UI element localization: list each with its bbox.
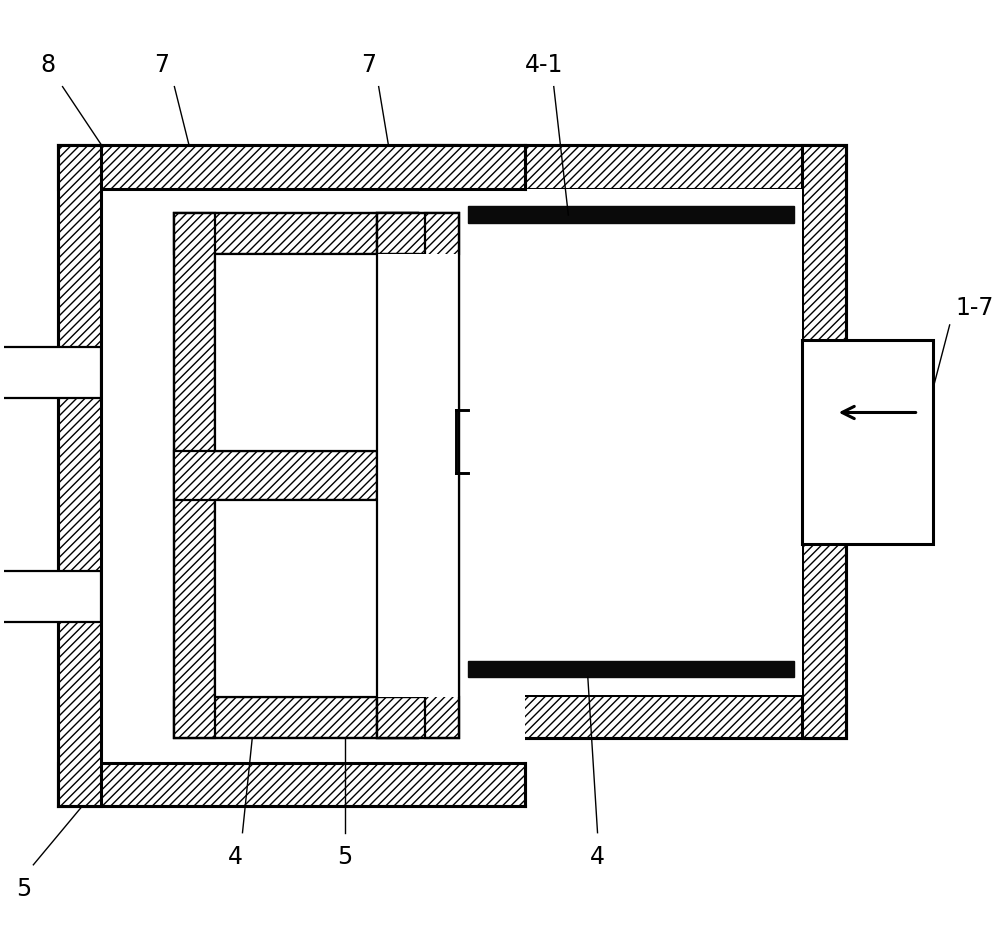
- Bar: [58, 145, 525, 189]
- Text: 8: 8: [40, 53, 56, 77]
- Bar: [174, 213, 418, 254]
- Bar: [802, 340, 933, 544]
- Bar: [413, 145, 846, 738]
- Bar: [0, 571, 101, 622]
- Text: 4-1: 4-1: [525, 53, 563, 77]
- Text: 1-7: 1-7: [955, 296, 994, 320]
- Bar: [377, 254, 459, 697]
- Text: 4: 4: [590, 845, 605, 870]
- Bar: [174, 213, 418, 738]
- Bar: [468, 207, 794, 223]
- Bar: [377, 213, 418, 738]
- Bar: [0, 347, 101, 398]
- Bar: [215, 500, 418, 697]
- Bar: [58, 145, 101, 806]
- Bar: [802, 145, 846, 738]
- Text: 7: 7: [154, 53, 169, 77]
- Bar: [174, 697, 418, 738]
- Text: 4: 4: [228, 845, 243, 870]
- Bar: [174, 213, 215, 738]
- Bar: [215, 254, 418, 452]
- Bar: [413, 695, 846, 738]
- Text: 5: 5: [337, 845, 352, 870]
- Bar: [413, 145, 846, 189]
- Bar: [101, 189, 525, 762]
- Bar: [456, 189, 802, 695]
- Bar: [174, 452, 418, 500]
- Bar: [58, 762, 525, 806]
- Bar: [215, 254, 418, 697]
- Bar: [377, 213, 459, 738]
- Text: 5: 5: [16, 877, 31, 901]
- Bar: [377, 697, 459, 738]
- Bar: [468, 660, 794, 677]
- Text: 7: 7: [361, 53, 376, 77]
- Bar: [413, 145, 456, 738]
- Bar: [425, 213, 459, 738]
- Bar: [377, 213, 459, 254]
